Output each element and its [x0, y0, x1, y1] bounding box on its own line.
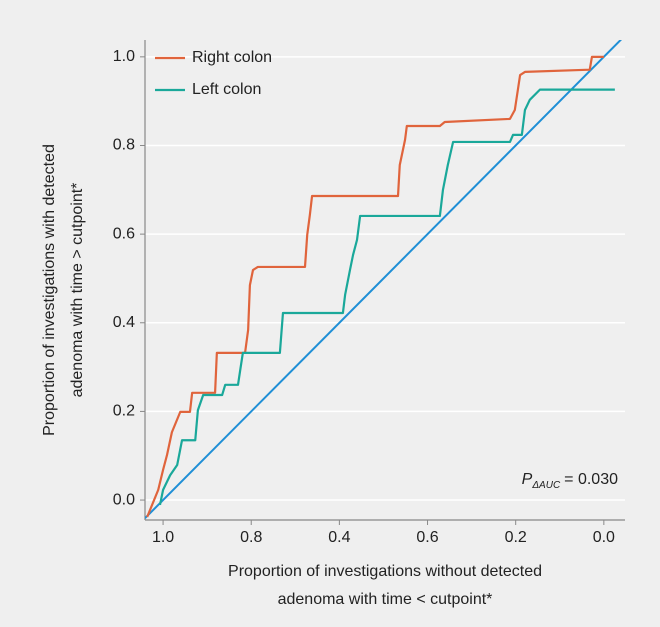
x-tick-label: 0.8: [240, 529, 262, 546]
legend-label: Left colon: [192, 81, 261, 98]
annotation: PΔAUC = 0.030: [522, 471, 618, 490]
y-axis-label: Proportion of investigations with detect…: [41, 144, 58, 436]
y-tick-label: 1.0: [113, 48, 135, 65]
x-tick-label: 1.0: [152, 529, 174, 546]
x-axis-label: Proportion of investigations without det…: [228, 563, 542, 580]
x-tick-label: 0.4: [328, 529, 350, 546]
series-line: [158, 88, 615, 506]
reference-line: [145, 40, 623, 519]
series-line: [146, 55, 604, 518]
annotation-text: = 0.030: [564, 471, 618, 488]
y-tick-label: 0.0: [113, 491, 135, 508]
y-tick-label: 0.2: [113, 403, 135, 420]
y-tick-label: 0.4: [113, 314, 135, 331]
y-tick-label: 0.6: [113, 225, 135, 242]
x-tick-label: 0.6: [416, 529, 438, 546]
annotation-subscript: ΔAUC: [531, 480, 561, 491]
y-axis-label: adenoma with time > cutpoint*: [69, 183, 86, 398]
x-axis-label: adenoma with time < cutpoint*: [278, 591, 493, 608]
annotation-symbol: P: [522, 471, 533, 488]
y-tick-label: 0.8: [113, 137, 135, 154]
x-tick-label: 0.2: [505, 529, 527, 546]
x-tick-label: 0.0: [593, 529, 615, 546]
legend-label: Right colon: [192, 49, 272, 66]
